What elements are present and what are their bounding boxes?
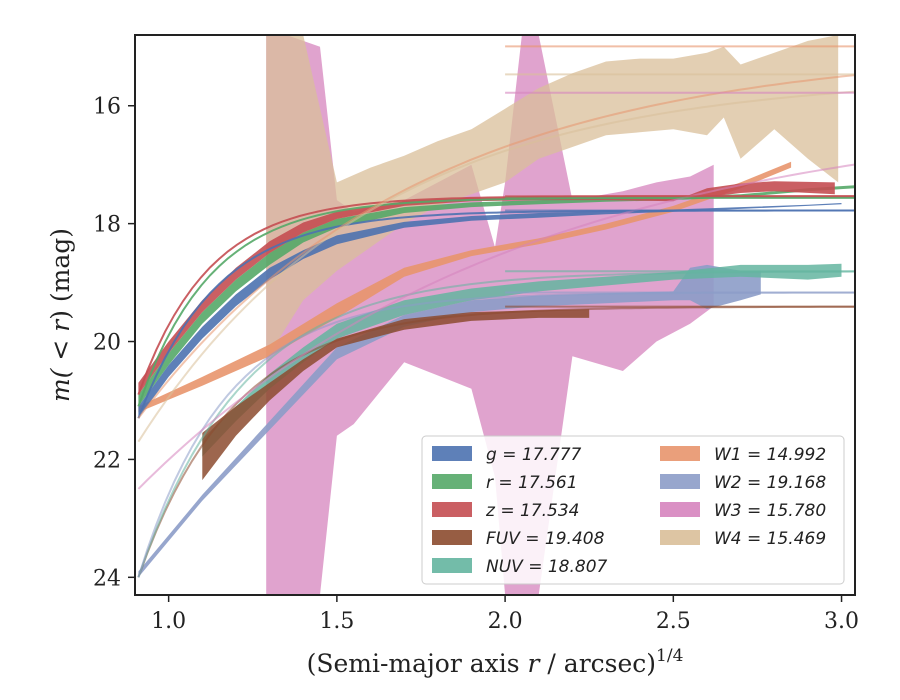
band-w2 [138,264,761,578]
x-tick-label: 3.0 [824,609,859,634]
legend-label-w2: W2 = 19.168 [714,473,826,493]
curve-nuv [137,270,856,578]
legend-swatch-fuv [432,530,472,545]
legend: g = 17.777 r = 17.561 z = 17.534 FUV = 19.4… [421,435,845,585]
legend-swatch-w4 [660,530,700,545]
legend-label-w1: W1 = 14.992 [714,445,826,465]
legend-label-g: g = 17.777 [486,445,582,465]
legend-swatch-w2 [660,474,700,489]
x-tick-label: 2.5 [656,609,691,634]
y-tick-label: 20 [93,331,121,356]
legend-label-r: r = 17.561 [486,473,578,493]
model-curves [137,74,856,578]
plot-frame [134,34,856,596]
y-axis-ticks: 16 18 20 22 24 [93,95,135,591]
y-axis-label: m( < r) (mag) [46,228,75,402]
legend-swatch-w3 [660,502,700,517]
legend-swatch-w1 [660,446,700,461]
legend-swatch-r [432,474,472,489]
legend-swatch-z [432,502,472,517]
x-tick-label: 2.0 [488,609,523,634]
x-tick-label: 1.0 [151,609,186,634]
legend-swatch-nuv [432,558,472,573]
y-tick-label: 22 [93,448,121,473]
y-tick-label: 24 [93,566,121,591]
curve-w3 [137,163,856,490]
curve-w1 [137,74,856,419]
y-tick-label: 16 [93,95,121,120]
x-axis-label: (Semi-major axis r / arcsec)1/4 [307,646,684,678]
legend-label-fuv: FUV = 19.408 [486,529,605,549]
y-tick-label: 18 [93,213,121,238]
legend-label-z: z = 17.534 [485,501,579,521]
legend-box [421,435,845,585]
curve-w4 [137,90,856,443]
x-axis-ticks: 1.0 1.5 2.0 2.5 3.0 [151,595,859,634]
asymptote-lines [505,45,855,308]
series-bands [138,35,855,595]
legend-label-w3: W3 = 15.780 [714,501,826,521]
legend-label-w4: W4 = 15.469 [714,529,826,549]
legend-swatch-g [432,446,472,461]
legend-label-nuv: NUV = 18.807 [486,557,608,577]
band-w4 [266,35,839,360]
x-tick-label: 1.5 [319,609,354,634]
